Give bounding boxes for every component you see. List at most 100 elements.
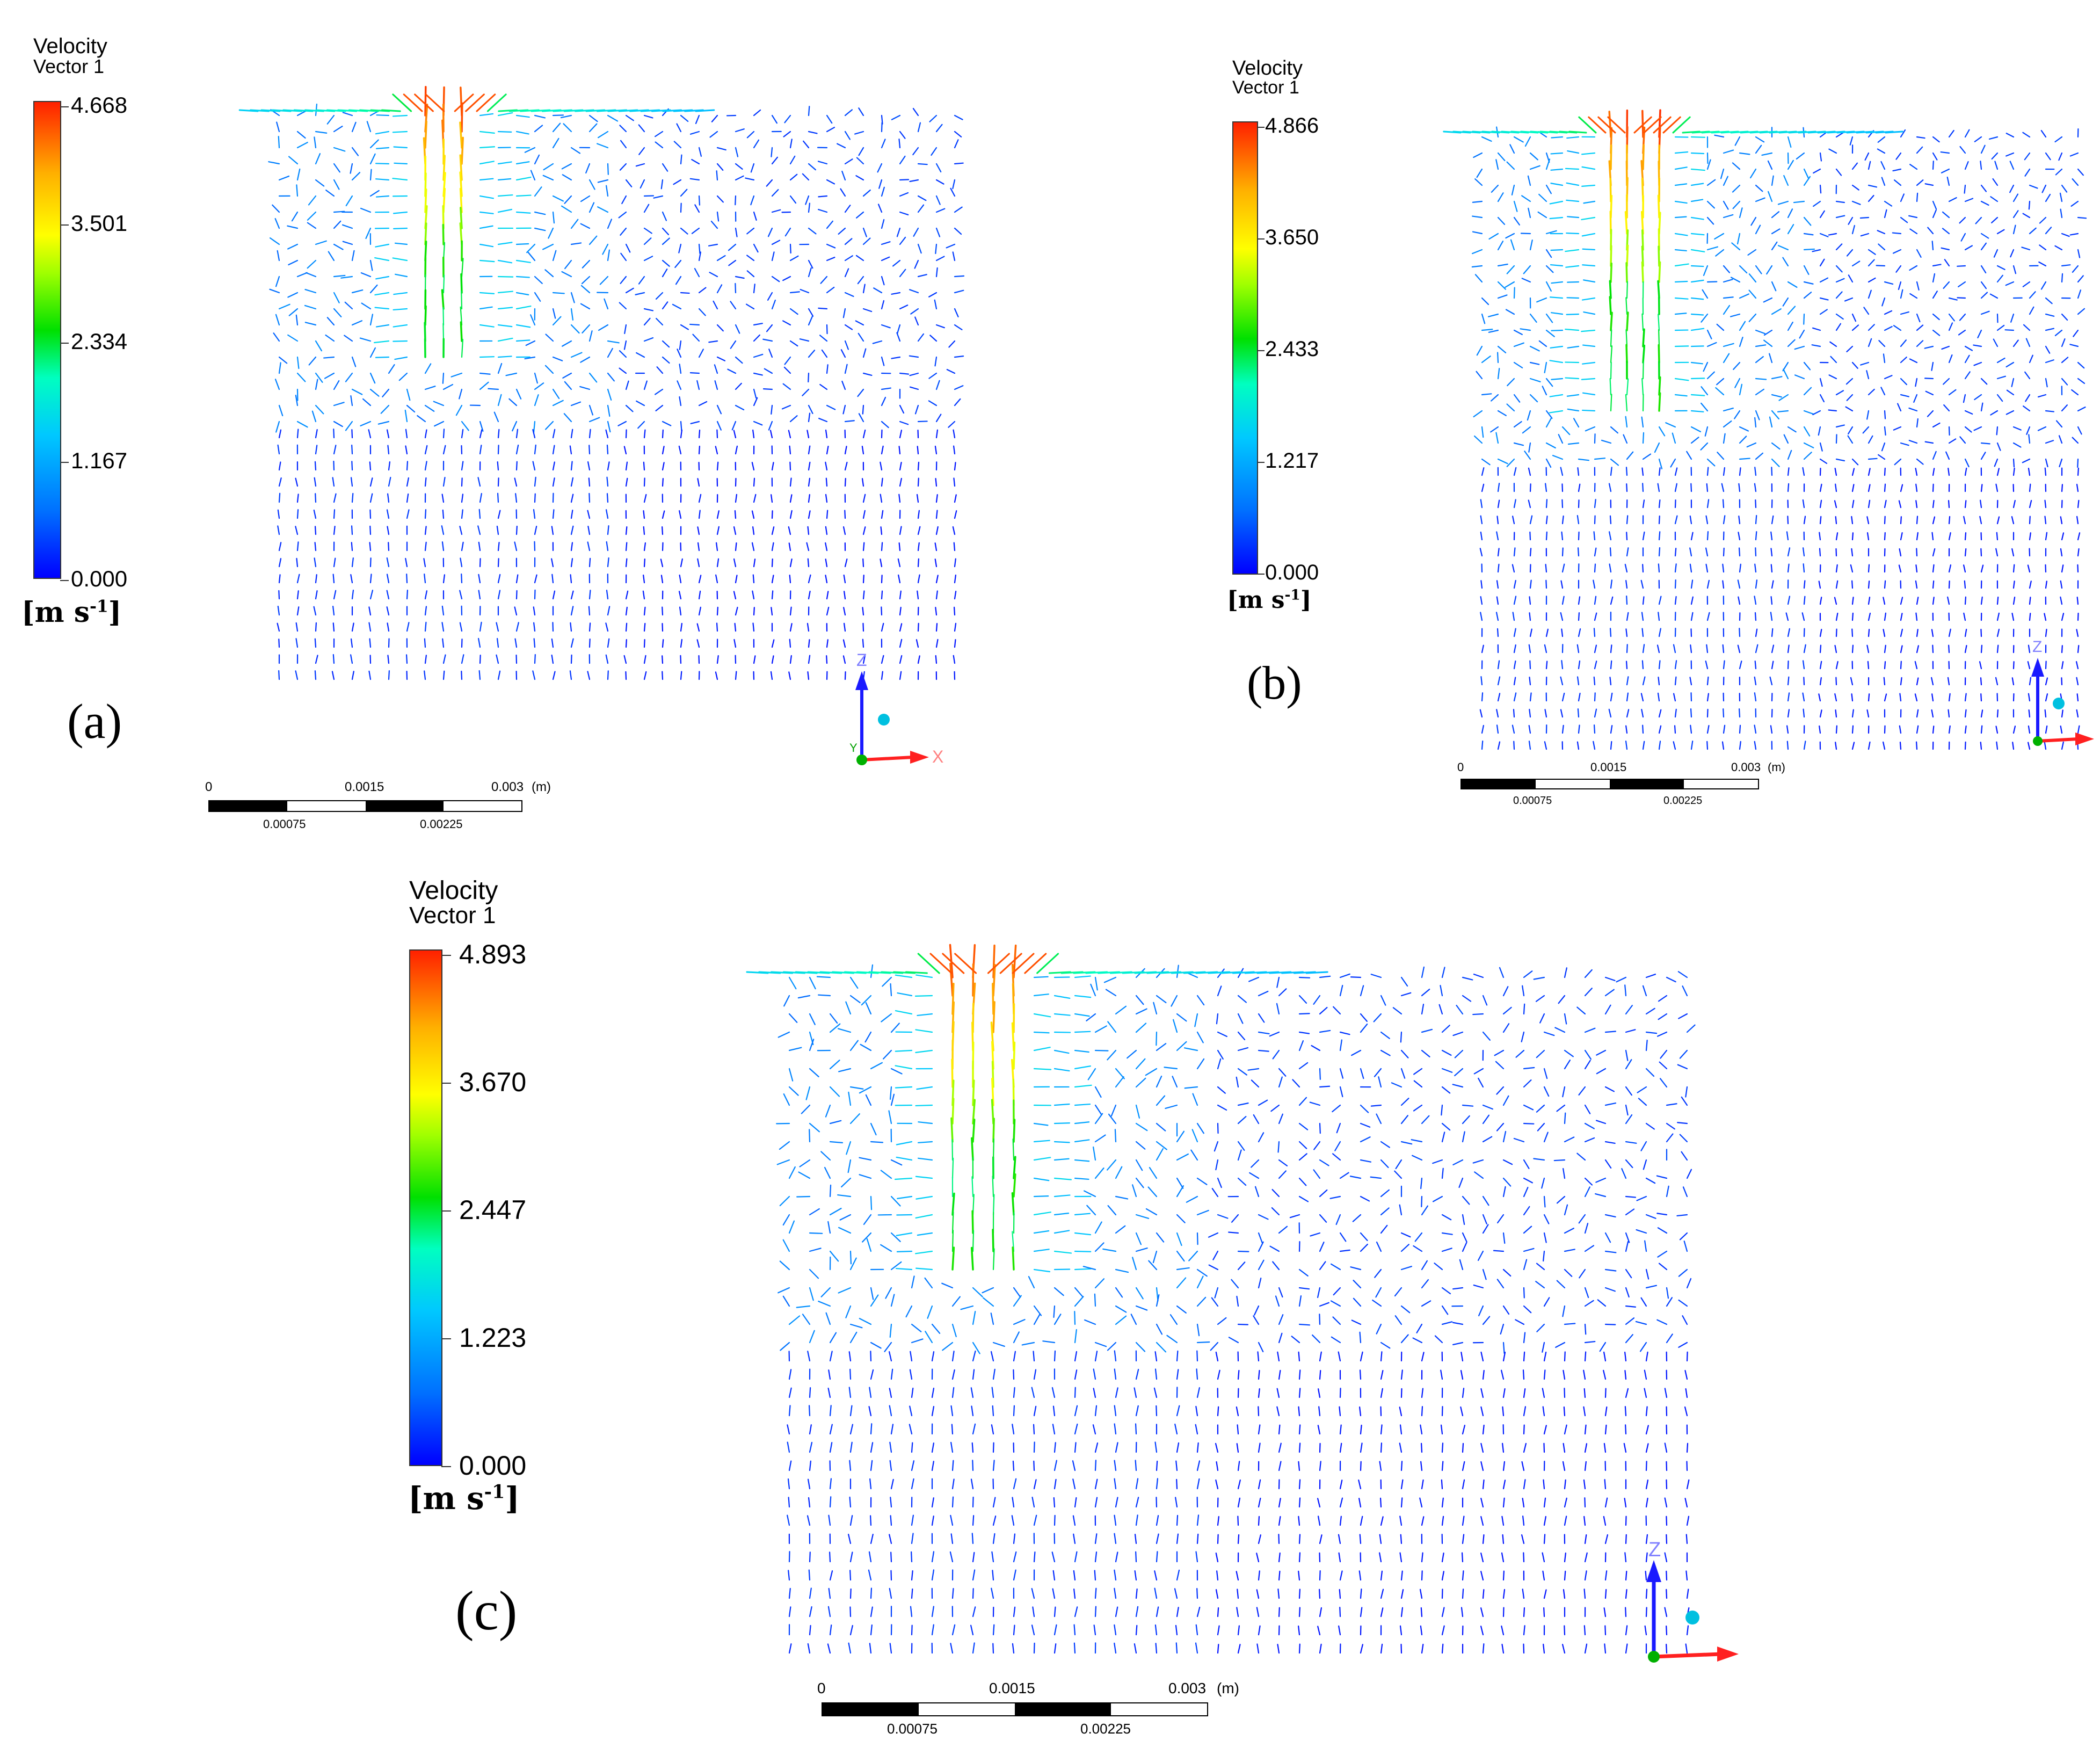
velocity-vector bbox=[1154, 1624, 1158, 1636]
velocity-vector bbox=[2005, 281, 2015, 286]
velocity-vector bbox=[1478, 1077, 1484, 1088]
velocity-vector bbox=[278, 477, 282, 487]
velocity-vector bbox=[1313, 1169, 1321, 1179]
velocity-vector bbox=[315, 130, 328, 134]
scale-unit: (m) bbox=[1217, 1680, 1239, 1696]
velocity-vector bbox=[1269, 1031, 1280, 1037]
velocity-vector bbox=[753, 372, 763, 376]
velocity-vector bbox=[787, 1478, 790, 1490]
velocity-vector bbox=[1787, 159, 1794, 170]
velocity-vector bbox=[808, 412, 811, 423]
velocity-vector bbox=[826, 114, 833, 124]
velocity-vector bbox=[1196, 1514, 1200, 1526]
velocity-vector bbox=[2077, 275, 2084, 283]
velocity-vector bbox=[1033, 1642, 1035, 1654]
velocity-vector bbox=[862, 575, 864, 584]
velocity-vector bbox=[323, 356, 335, 359]
velocity-vector bbox=[1195, 1551, 1198, 1563]
velocity-vector bbox=[1909, 265, 1918, 271]
velocity-vector bbox=[1360, 1068, 1364, 1079]
velocity-vector bbox=[351, 671, 354, 680]
velocity-vector bbox=[607, 219, 613, 229]
velocity-vector bbox=[1551, 281, 1564, 284]
velocity-vector bbox=[1135, 1008, 1147, 1015]
velocity-vector bbox=[771, 299, 776, 310]
velocity-vector bbox=[2039, 216, 2047, 224]
velocity-vector bbox=[715, 574, 718, 584]
velocity-vector bbox=[870, 1287, 874, 1300]
velocity-vector bbox=[1884, 281, 1894, 285]
velocity-vector bbox=[870, 1606, 873, 1618]
velocity-vector bbox=[1581, 297, 1596, 301]
velocity-vector bbox=[1666, 1297, 1673, 1307]
velocity-vector bbox=[954, 130, 962, 137]
velocity-vector bbox=[1686, 1515, 1690, 1526]
velocity-vector bbox=[1690, 313, 1704, 316]
velocity-vector bbox=[844, 292, 854, 297]
velocity-vector bbox=[948, 420, 956, 428]
velocity-vector bbox=[1258, 1132, 1265, 1143]
velocity-vector bbox=[1678, 1013, 1688, 1019]
velocity-vector bbox=[315, 404, 324, 415]
velocity-vector bbox=[885, 1287, 892, 1299]
velocity-vector bbox=[1195, 1642, 1198, 1654]
velocity-vector bbox=[1147, 1186, 1158, 1198]
velocity-vector bbox=[1502, 1130, 1507, 1143]
velocity-vector bbox=[1214, 1287, 1219, 1299]
velocity-vector bbox=[1545, 158, 1551, 170]
velocity-vector bbox=[1480, 1553, 1484, 1563]
velocity-vector bbox=[1980, 292, 1988, 299]
velocity-vector bbox=[1195, 1405, 1198, 1417]
velocity-vector bbox=[849, 1515, 853, 1526]
velocity-vector bbox=[1135, 1341, 1146, 1352]
velocity-vector bbox=[954, 324, 963, 330]
velocity-vector bbox=[680, 429, 682, 439]
velocity-vector bbox=[1256, 1553, 1260, 1563]
velocity-vector bbox=[1876, 265, 1886, 267]
velocity-vector bbox=[915, 1214, 933, 1219]
velocity-vector bbox=[369, 590, 374, 600]
velocity-vector bbox=[604, 298, 609, 310]
velocity-vector bbox=[1497, 152, 1506, 162]
scale-unit: (m) bbox=[532, 780, 551, 794]
velocity-vector bbox=[1176, 1185, 1185, 1198]
velocity-vector bbox=[954, 162, 964, 165]
velocity-vector bbox=[691, 159, 700, 165]
velocity-vector bbox=[1543, 1232, 1547, 1243]
velocity-vector bbox=[735, 494, 738, 503]
velocity-vector bbox=[1208, 1232, 1219, 1238]
velocity-vector bbox=[350, 163, 353, 174]
velocity-vector bbox=[1794, 345, 1805, 350]
velocity-vector bbox=[1892, 232, 1902, 235]
velocity-vector bbox=[819, 383, 828, 390]
velocity-vector bbox=[2061, 264, 2071, 267]
velocity-vector bbox=[716, 606, 718, 616]
velocity-vector bbox=[305, 272, 317, 278]
velocity-vector bbox=[1317, 1287, 1321, 1299]
velocity-vector bbox=[1582, 264, 1596, 267]
velocity-vector bbox=[497, 291, 513, 294]
velocity-vector bbox=[493, 411, 499, 423]
velocity-vector bbox=[1360, 1159, 1372, 1163]
velocity-vector bbox=[375, 195, 390, 198]
velocity-vector bbox=[895, 1065, 913, 1070]
velocity-vector bbox=[1677, 971, 1688, 978]
velocity-vector bbox=[1625, 1607, 1627, 1618]
velocity-vector bbox=[643, 256, 653, 262]
velocity-vector bbox=[715, 671, 718, 680]
velocity-vector bbox=[1351, 1049, 1362, 1056]
velocity-vector bbox=[788, 1166, 796, 1179]
velocity-vector bbox=[333, 243, 344, 250]
velocity-vector bbox=[1835, 168, 1842, 176]
velocity-vector bbox=[1723, 214, 1734, 219]
velocity-vector bbox=[1566, 136, 1580, 139]
velocity-vector bbox=[1434, 1263, 1443, 1271]
velocity-vector bbox=[1625, 1029, 1636, 1033]
velocity-vector bbox=[1567, 345, 1580, 349]
velocity-vector bbox=[333, 509, 336, 519]
velocity-vector bbox=[552, 445, 555, 455]
velocity-vector bbox=[843, 574, 846, 584]
axis-label-z: Z bbox=[1648, 1539, 1661, 1561]
velocity-vector bbox=[820, 1151, 831, 1161]
velocity-vector bbox=[1844, 297, 1854, 302]
